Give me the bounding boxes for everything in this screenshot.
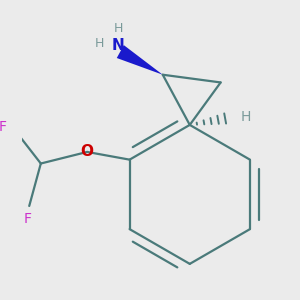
Text: H: H [241,110,251,124]
Text: N: N [112,38,125,53]
Text: F: F [0,120,6,134]
Text: O: O [81,144,94,159]
Text: F: F [23,212,31,226]
Text: H: H [94,37,104,50]
Text: H: H [114,22,123,35]
Polygon shape [117,45,163,75]
